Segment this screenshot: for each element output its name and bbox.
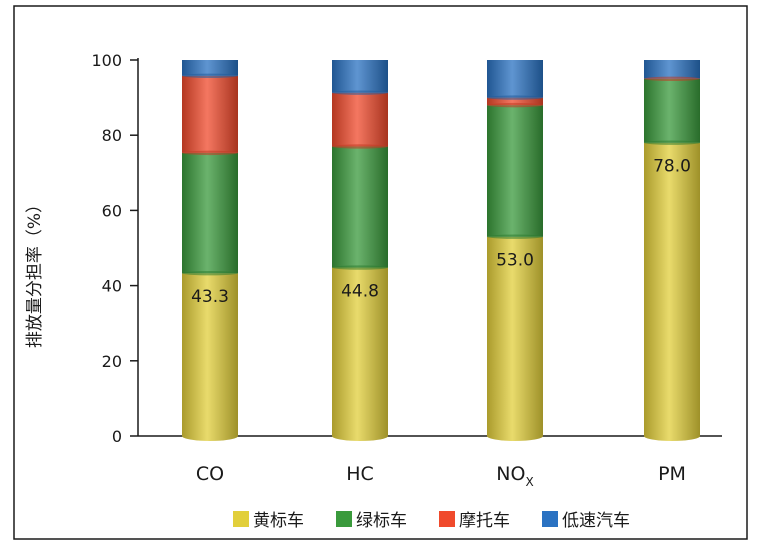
- bar-segment: [487, 60, 543, 98]
- bar-segment: [644, 60, 700, 79]
- data-label: 53.0: [496, 251, 534, 271]
- bar-segment: [182, 60, 238, 76]
- bar-segment: [332, 146, 388, 268]
- bar-segment: [182, 75, 238, 153]
- data-label: 44.8: [341, 282, 379, 302]
- legend-swatch: [542, 511, 558, 527]
- legend-label: 绿标车: [356, 511, 407, 531]
- segment-boundary: [182, 270, 238, 276]
- y-axis-title: 排放量分担率（%）: [25, 196, 45, 348]
- bar-base-cap: [644, 431, 700, 441]
- bar-segment: [644, 142, 700, 436]
- data-label: 43.3: [191, 287, 229, 307]
- legend-item: 低速汽车: [542, 511, 630, 531]
- data-label: 78.0: [653, 157, 691, 177]
- bar-segment: [182, 273, 238, 436]
- y-tick-label: 20: [102, 352, 122, 371]
- legend-swatch: [336, 511, 352, 527]
- bar-segment: [332, 92, 388, 147]
- x-axis: CO HC NOX PM: [138, 435, 722, 489]
- x-tick-label: HC: [346, 463, 374, 485]
- legend-swatch: [439, 511, 455, 527]
- x-tick-label: NOX: [496, 463, 533, 489]
- y-tick-label: 60: [102, 201, 122, 220]
- y-tick-label: 40: [102, 277, 122, 296]
- bar-base-cap: [182, 431, 238, 441]
- x-tick-label: CO: [196, 463, 224, 485]
- segment-boundary: [644, 140, 700, 145]
- y-tick-label: 100: [91, 51, 122, 70]
- bar-segment: [644, 78, 700, 143]
- segment-boundary: [332, 90, 388, 95]
- legend-swatch: [233, 511, 249, 527]
- bar-segment: [332, 267, 388, 436]
- bars: [182, 60, 700, 441]
- bar-segment: [182, 152, 238, 274]
- bar-base-cap: [332, 431, 388, 441]
- segment-boundary: [332, 265, 388, 270]
- segment-boundary: [332, 144, 388, 149]
- segment-boundary: [182, 73, 238, 78]
- bar-segment: [487, 97, 543, 106]
- legend-item: 黄标车: [233, 511, 304, 531]
- bar-segment: [487, 105, 543, 237]
- legend-label: 摩托车: [459, 511, 510, 531]
- legend-item: 绿标车: [336, 511, 407, 531]
- y-tick-label: 0: [112, 427, 122, 446]
- legend-item: 摩托车: [439, 511, 510, 531]
- legend-label: 低速汽车: [562, 511, 630, 531]
- y-axis: 0 20 40 60 80 100: [91, 51, 139, 446]
- x-tick-label: PM: [658, 463, 686, 485]
- y-tick-label: 80: [102, 126, 122, 145]
- segment-boundary: [487, 234, 543, 239]
- bar-segment: [487, 236, 543, 436]
- bar-base-cap: [487, 431, 543, 441]
- segment-boundary: [644, 76, 700, 82]
- segment-boundary: [182, 150, 238, 156]
- chart-frame: [13, 5, 748, 540]
- legend-label: 黄标车: [253, 511, 304, 531]
- segment-boundary: [487, 102, 543, 108]
- segment-boundary: [487, 95, 543, 100]
- data-labels: 43.3 44.8 53.0 78.0: [191, 157, 691, 307]
- bar-segment: [332, 60, 388, 93]
- legend: 黄标车 绿标车 摩托车 低速汽车: [233, 511, 630, 531]
